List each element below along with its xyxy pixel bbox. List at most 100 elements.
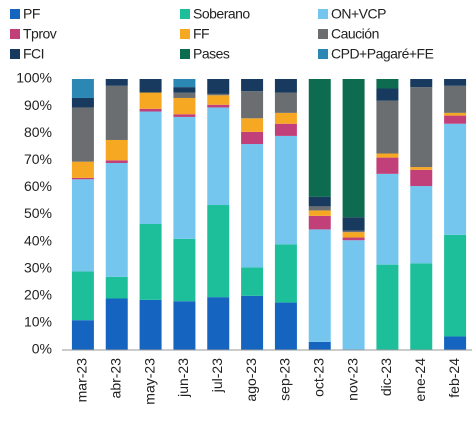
legend-label: Tprov — [23, 26, 57, 42]
x-tick-label: feb-24 — [446, 358, 462, 398]
x-tick-label: oct-23 — [310, 358, 326, 397]
bar-segment — [308, 229, 331, 342]
bar-segment — [376, 88, 399, 101]
legend-label: Caución — [331, 26, 379, 42]
bar-segment — [139, 79, 162, 93]
bar-segment — [105, 276, 128, 299]
x-tick-label: ago-23 — [243, 358, 259, 402]
bar-segment — [71, 320, 94, 350]
legend-swatch — [180, 9, 190, 19]
x-tick-label: may-23 — [141, 358, 157, 405]
bar-segment — [241, 91, 264, 119]
bar-segment — [71, 79, 94, 98]
legend-label: CPD+Pagaré+FE — [331, 46, 434, 62]
bar-segment — [241, 267, 264, 296]
bar-segment — [173, 301, 196, 350]
x-tick-label: abr-23 — [107, 358, 123, 399]
bar-segment — [71, 177, 94, 180]
bar-segment — [444, 123, 467, 235]
bar-segment — [376, 153, 399, 158]
bar-segment — [207, 104, 230, 108]
bar-segment — [105, 79, 128, 86]
bar-segment — [410, 169, 433, 187]
bar-segment — [71, 271, 94, 321]
legend-label: Soberano — [193, 6, 250, 22]
x-tick-label: sep-23 — [277, 358, 293, 401]
bar-segment — [410, 167, 433, 170]
bar-segment — [173, 116, 196, 239]
legend-label: FCI — [23, 46, 44, 62]
bar-segment — [376, 157, 399, 174]
bar-segment — [376, 79, 399, 89]
bar-segment — [241, 131, 264, 145]
bar-segment — [410, 263, 433, 350]
bar-segment — [274, 302, 297, 350]
bar-segment — [342, 217, 365, 231]
bar-segment — [274, 92, 297, 113]
y-tick-label: 0% — [32, 341, 52, 357]
bar-segment — [308, 210, 331, 216]
bar-segment — [308, 206, 331, 211]
bar-segment — [308, 79, 331, 197]
bar-segment — [71, 97, 94, 108]
bar-segment — [274, 79, 297, 93]
bar-segment — [444, 115, 467, 124]
bar-segment — [139, 92, 162, 109]
bar-segment — [71, 179, 94, 272]
bar-segment — [105, 298, 128, 350]
bar-segment — [207, 107, 230, 206]
bar-segment — [105, 139, 128, 161]
legend-swatch — [318, 9, 328, 19]
bar-segment — [376, 173, 399, 265]
legend-label: FF — [193, 26, 209, 42]
legend-swatch — [318, 29, 328, 39]
y-tick-label: 100% — [16, 70, 52, 86]
bar-segment — [274, 123, 297, 136]
bar-segment — [241, 118, 264, 132]
bar-segment — [207, 297, 230, 350]
x-tick-label: jun-23 — [175, 358, 191, 398]
y-tick-label: 10% — [24, 314, 52, 330]
bar-segment — [207, 205, 230, 298]
y-tick-label: 40% — [24, 232, 52, 248]
bar-segment — [274, 112, 297, 124]
bar-segment — [139, 299, 162, 350]
bar-segment — [139, 111, 162, 224]
bar-segment — [308, 215, 331, 230]
bar-segment — [444, 336, 467, 350]
bar-segment — [410, 87, 433, 168]
bar-segment — [308, 196, 331, 207]
legend-swatch — [180, 49, 190, 59]
bar-segment — [376, 100, 399, 154]
bar-segment — [376, 264, 399, 350]
legend-swatch — [318, 49, 328, 59]
x-tick-label: nov-23 — [344, 358, 360, 401]
bar-segment — [207, 93, 230, 96]
y-tick-label: 60% — [24, 178, 52, 194]
bar-segment — [342, 240, 365, 350]
bar-segment — [444, 85, 467, 113]
x-tick-label: mar-23 — [74, 358, 90, 403]
bar-segment — [207, 95, 230, 105]
legend-label: Pases — [193, 46, 230, 62]
bar-segment — [173, 79, 196, 88]
y-tick-label: 30% — [24, 259, 52, 275]
bar-segment — [71, 107, 94, 162]
bar-segment — [444, 79, 467, 86]
bar-segment — [105, 163, 128, 277]
legend-swatch — [10, 49, 20, 59]
legend-swatch — [180, 29, 190, 39]
bar-segment — [173, 97, 196, 115]
bar-segment — [105, 160, 128, 164]
bar-segment — [274, 244, 297, 303]
bar-segment — [173, 92, 196, 98]
x-tick-label: dic-23 — [378, 358, 394, 396]
bar-segment — [342, 79, 365, 218]
y-tick-label: 90% — [24, 97, 52, 113]
y-tick-label: 70% — [24, 151, 52, 167]
legend-label: ON+VCP — [331, 6, 386, 22]
bar-segment — [173, 114, 196, 117]
bar-segment — [207, 79, 230, 94]
bar-segment — [410, 79, 433, 88]
